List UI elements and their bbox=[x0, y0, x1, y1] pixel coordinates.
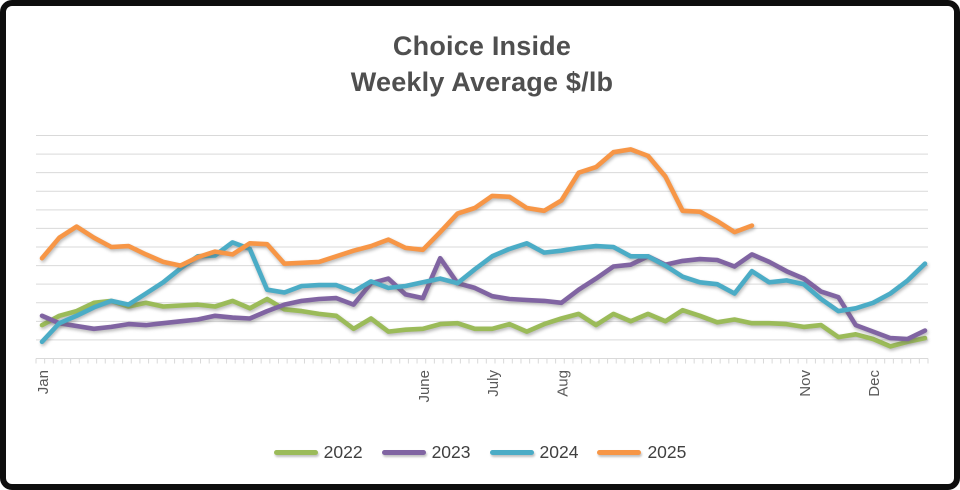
plot-area: Jan June July Aug Nov Dec bbox=[35, 135, 929, 403]
x-axis-label-aug: Aug bbox=[554, 370, 571, 397]
legend-item-2025[interactable]: 2025 bbox=[597, 442, 686, 463]
legend-item-2022[interactable]: 2022 bbox=[273, 442, 363, 463]
x-axis-label-jan: Jan bbox=[35, 370, 52, 394]
legend-item-2024[interactable]: 2024 bbox=[489, 442, 579, 463]
x-axis-label-nov: Nov bbox=[797, 370, 814, 397]
x-axis-label-june: June bbox=[416, 370, 433, 403]
legend-swatch-2022 bbox=[273, 450, 318, 455]
legend-swatch-2025 bbox=[597, 450, 642, 455]
legend-label-2023: 2023 bbox=[431, 442, 471, 462]
series-line-2025[interactable] bbox=[39, 147, 755, 268]
series-line-2023[interactable] bbox=[39, 252, 928, 342]
x-axis-label-july: July bbox=[485, 370, 502, 397]
legend: 2022 2023 2024 2025 bbox=[6, 442, 954, 463]
legend-label-2024: 2024 bbox=[539, 442, 579, 462]
legend-swatch-2024 bbox=[489, 450, 534, 455]
chart-title: Choice Inside Weekly Average $/lb bbox=[6, 28, 954, 100]
legend-label-2025: 2025 bbox=[647, 442, 687, 462]
legend-swatch-2023 bbox=[381, 450, 426, 455]
series-line-2022[interactable] bbox=[39, 296, 928, 349]
legend-label-2022: 2022 bbox=[323, 442, 363, 462]
x-axis-label-dec: Dec bbox=[866, 370, 883, 397]
chart-title-line2: Weekly Average $/lb bbox=[350, 67, 614, 97]
legend-item-2023[interactable]: 2023 bbox=[381, 442, 471, 463]
chart-title-line1: Choice Inside bbox=[392, 31, 572, 61]
x-axis-ticks bbox=[35, 358, 929, 364]
